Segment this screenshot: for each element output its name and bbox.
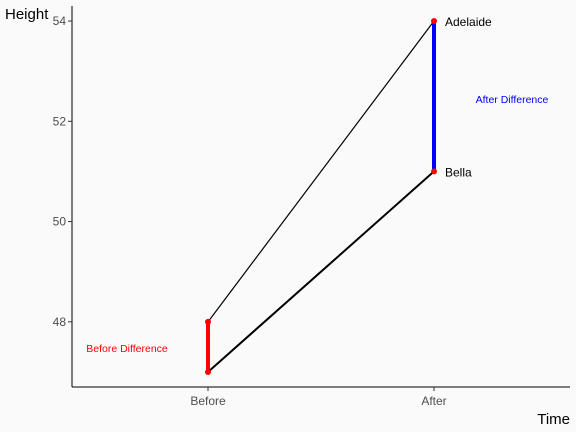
y-tick-label-48: 48 <box>53 315 67 329</box>
y-ticks: 48 50 52 54 <box>53 14 72 329</box>
series-line-bella <box>207 170 435 373</box>
axes <box>71 6 570 388</box>
point-adelaide-after <box>431 18 437 25</box>
y-tick-label-50: 50 <box>53 215 67 229</box>
series-line-adelaide <box>207 20 435 323</box>
x-axis-title: Time <box>537 411 570 428</box>
point-label-adelaide: Adelaide <box>445 15 492 29</box>
point-adelaide-before <box>205 318 211 325</box>
point-label-bella: Bella <box>445 165 472 179</box>
point-bella-before <box>205 368 211 375</box>
point-labels: Adelaide Bella <box>445 15 492 179</box>
y-axis-title: Height <box>5 6 49 23</box>
x-tick-label-after: After <box>421 394 446 408</box>
difference-segments: Before Difference After Difference <box>86 21 549 372</box>
y-tick-label-54: 54 <box>53 14 67 28</box>
after-difference-label: After Difference <box>476 94 549 106</box>
before-difference-label: Before Difference <box>86 343 168 355</box>
series-lines <box>207 20 435 373</box>
data-points <box>205 18 437 375</box>
point-bella-after <box>431 168 437 175</box>
x-ticks: Before After <box>190 387 447 408</box>
y-tick-label-52: 52 <box>53 114 67 128</box>
x-tick-label-before: Before <box>190 394 226 408</box>
